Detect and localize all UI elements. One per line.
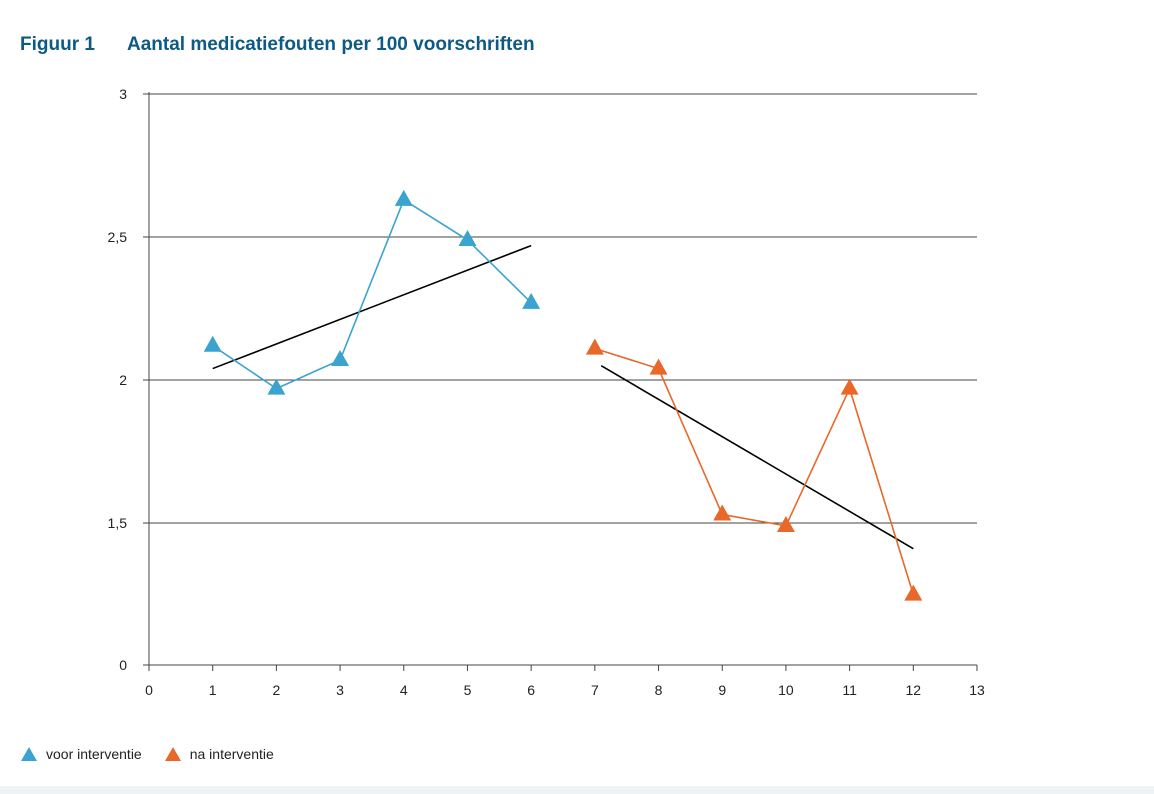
y-tick-label: 1,5 (108, 515, 128, 531)
x-tick-label: 6 (527, 682, 535, 698)
axes: 01,522,530 1 2 3 4 5 6 7 8 9 10 11 12 13 (108, 86, 985, 698)
legend: voor interventie na interventie (20, 746, 296, 762)
figure-header: Figuur 1 Aantal medicatiefouten per 100 v… (20, 34, 535, 56)
data-point (776, 515, 795, 532)
legend-label: na interventie (189, 746, 274, 762)
legend-item-voor: voor interventie (20, 746, 142, 762)
legend-label: voor interventie (46, 746, 142, 762)
triangle-icon (164, 747, 181, 761)
y-tick-label: 3 (119, 86, 127, 102)
x-tick-label: 8 (655, 682, 663, 698)
figure-label: Figuur 1 (20, 34, 95, 55)
x-tick-label: 0 (145, 682, 153, 698)
x-tick-label: 9 (718, 682, 726, 698)
data-point (713, 504, 732, 521)
data-series (203, 189, 923, 601)
data-point (458, 229, 477, 246)
x-tick-label: 10 (778, 682, 794, 698)
legend-item-na: na interventie (164, 746, 274, 762)
trendline (600, 365, 914, 550)
chart-title: Aantal medicatiefouten per 100 voorschri… (127, 34, 535, 55)
data-point (585, 338, 604, 355)
data-point (331, 350, 350, 367)
y-tick-label: 2,5 (108, 229, 128, 245)
series-line (594, 347, 915, 595)
data-point (267, 378, 286, 395)
x-tick-label: 2 (272, 682, 280, 698)
x-tick-label: 7 (591, 682, 599, 698)
y-tick-label: 2 (119, 372, 127, 388)
series-line (212, 198, 532, 390)
data-point (394, 189, 413, 206)
bottom-strip (0, 786, 1154, 794)
triangle-icon (21, 747, 37, 761)
x-tick-label: 4 (400, 682, 408, 698)
x-tick-label: 5 (464, 682, 472, 698)
trendline (212, 244, 532, 370)
x-tick-label: 3 (336, 682, 344, 698)
x-tick-label: 11 (842, 682, 857, 698)
x-tick-label: 1 (209, 682, 217, 698)
x-tick-label: 13 (969, 682, 985, 698)
data-point (904, 584, 923, 601)
data-point (649, 358, 668, 375)
y-tick-label: 0 (119, 657, 127, 673)
trendlines (212, 244, 914, 550)
data-point (203, 335, 222, 352)
grid-lines (149, 93, 977, 524)
x-tick-label: 12 (906, 682, 922, 698)
data-point (522, 292, 541, 309)
data-point (840, 378, 859, 395)
